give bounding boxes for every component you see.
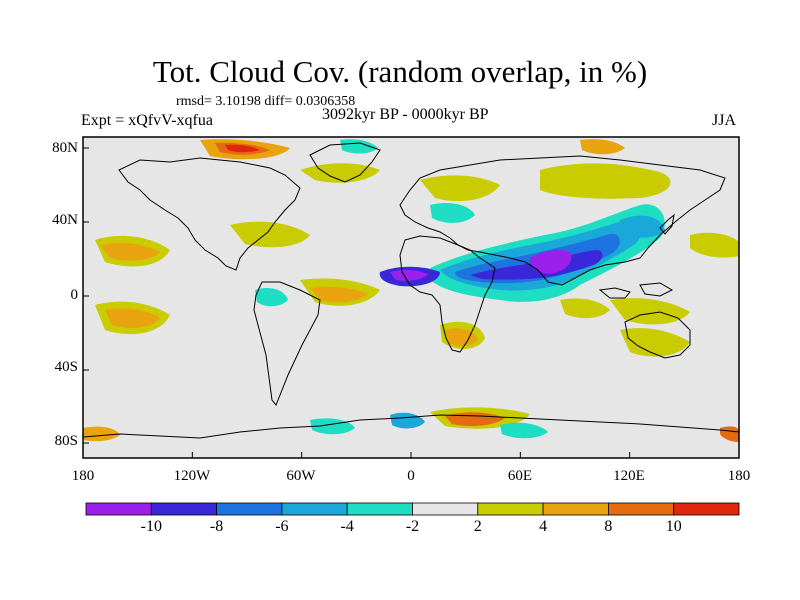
colorbar-label: 2 <box>473 518 482 535</box>
negative-anomaly-asia <box>379 204 665 302</box>
y-tick-label: 40S <box>54 359 78 375</box>
plot-title: Tot. Cloud Cov. (random overlap, in %) <box>152 54 648 89</box>
axis-ticks <box>82 147 740 458</box>
x-tick-label: 180 <box>727 468 751 484</box>
season-label: JJA <box>712 112 737 129</box>
colorbar-label: -10 <box>140 518 162 535</box>
colorbar-swatch <box>346 502 413 516</box>
colorbar-swatch <box>85 502 152 516</box>
colorbar-swatch <box>608 502 675 516</box>
x-tick-label: 60W <box>286 468 316 484</box>
colorbar-label: 8 <box>604 518 613 535</box>
colorbar-swatch <box>150 502 218 516</box>
y-tick-label: 80N <box>52 140 78 156</box>
y-tick-label: 0 <box>70 287 79 303</box>
x-tick-label: 120E <box>613 468 645 484</box>
colorbar-swatch <box>477 502 544 516</box>
y-tick-label: 40N <box>52 212 78 228</box>
colorbar-swatch <box>542 502 609 516</box>
colorbar-label: 4 <box>539 518 548 535</box>
x-tick-label: 0 <box>407 468 415 484</box>
experiment-label: Expt = xQfvV-xqfua <box>81 112 213 129</box>
colorbar-label: -2 <box>405 518 420 535</box>
colorbar-swatch <box>673 502 740 516</box>
colorbar-label: -4 <box>340 518 354 535</box>
x-tick-label: 180 <box>71 468 95 484</box>
rmsd-subtitle: rmsd= 3.10198 diff= 0.0306358 <box>176 94 356 109</box>
colorbar-label: -6 <box>275 518 289 535</box>
colorbar-swatch <box>216 502 283 516</box>
positive-anomalies <box>83 139 739 442</box>
colorbar-swatch <box>412 502 479 516</box>
coastlines <box>83 142 739 439</box>
period-label: 3092kyr BP - 0000kyr BP <box>322 106 489 123</box>
colorbar <box>85 502 740 516</box>
colorbar-swatch <box>281 502 348 516</box>
anomaly-map <box>83 137 739 458</box>
colorbar-label: 10 <box>665 518 682 535</box>
x-tick-label: 60E <box>507 468 533 484</box>
y-tick-label: 80S <box>54 433 78 449</box>
x-tick-label: 120W <box>173 468 211 484</box>
colorbar-label: -8 <box>209 518 224 535</box>
